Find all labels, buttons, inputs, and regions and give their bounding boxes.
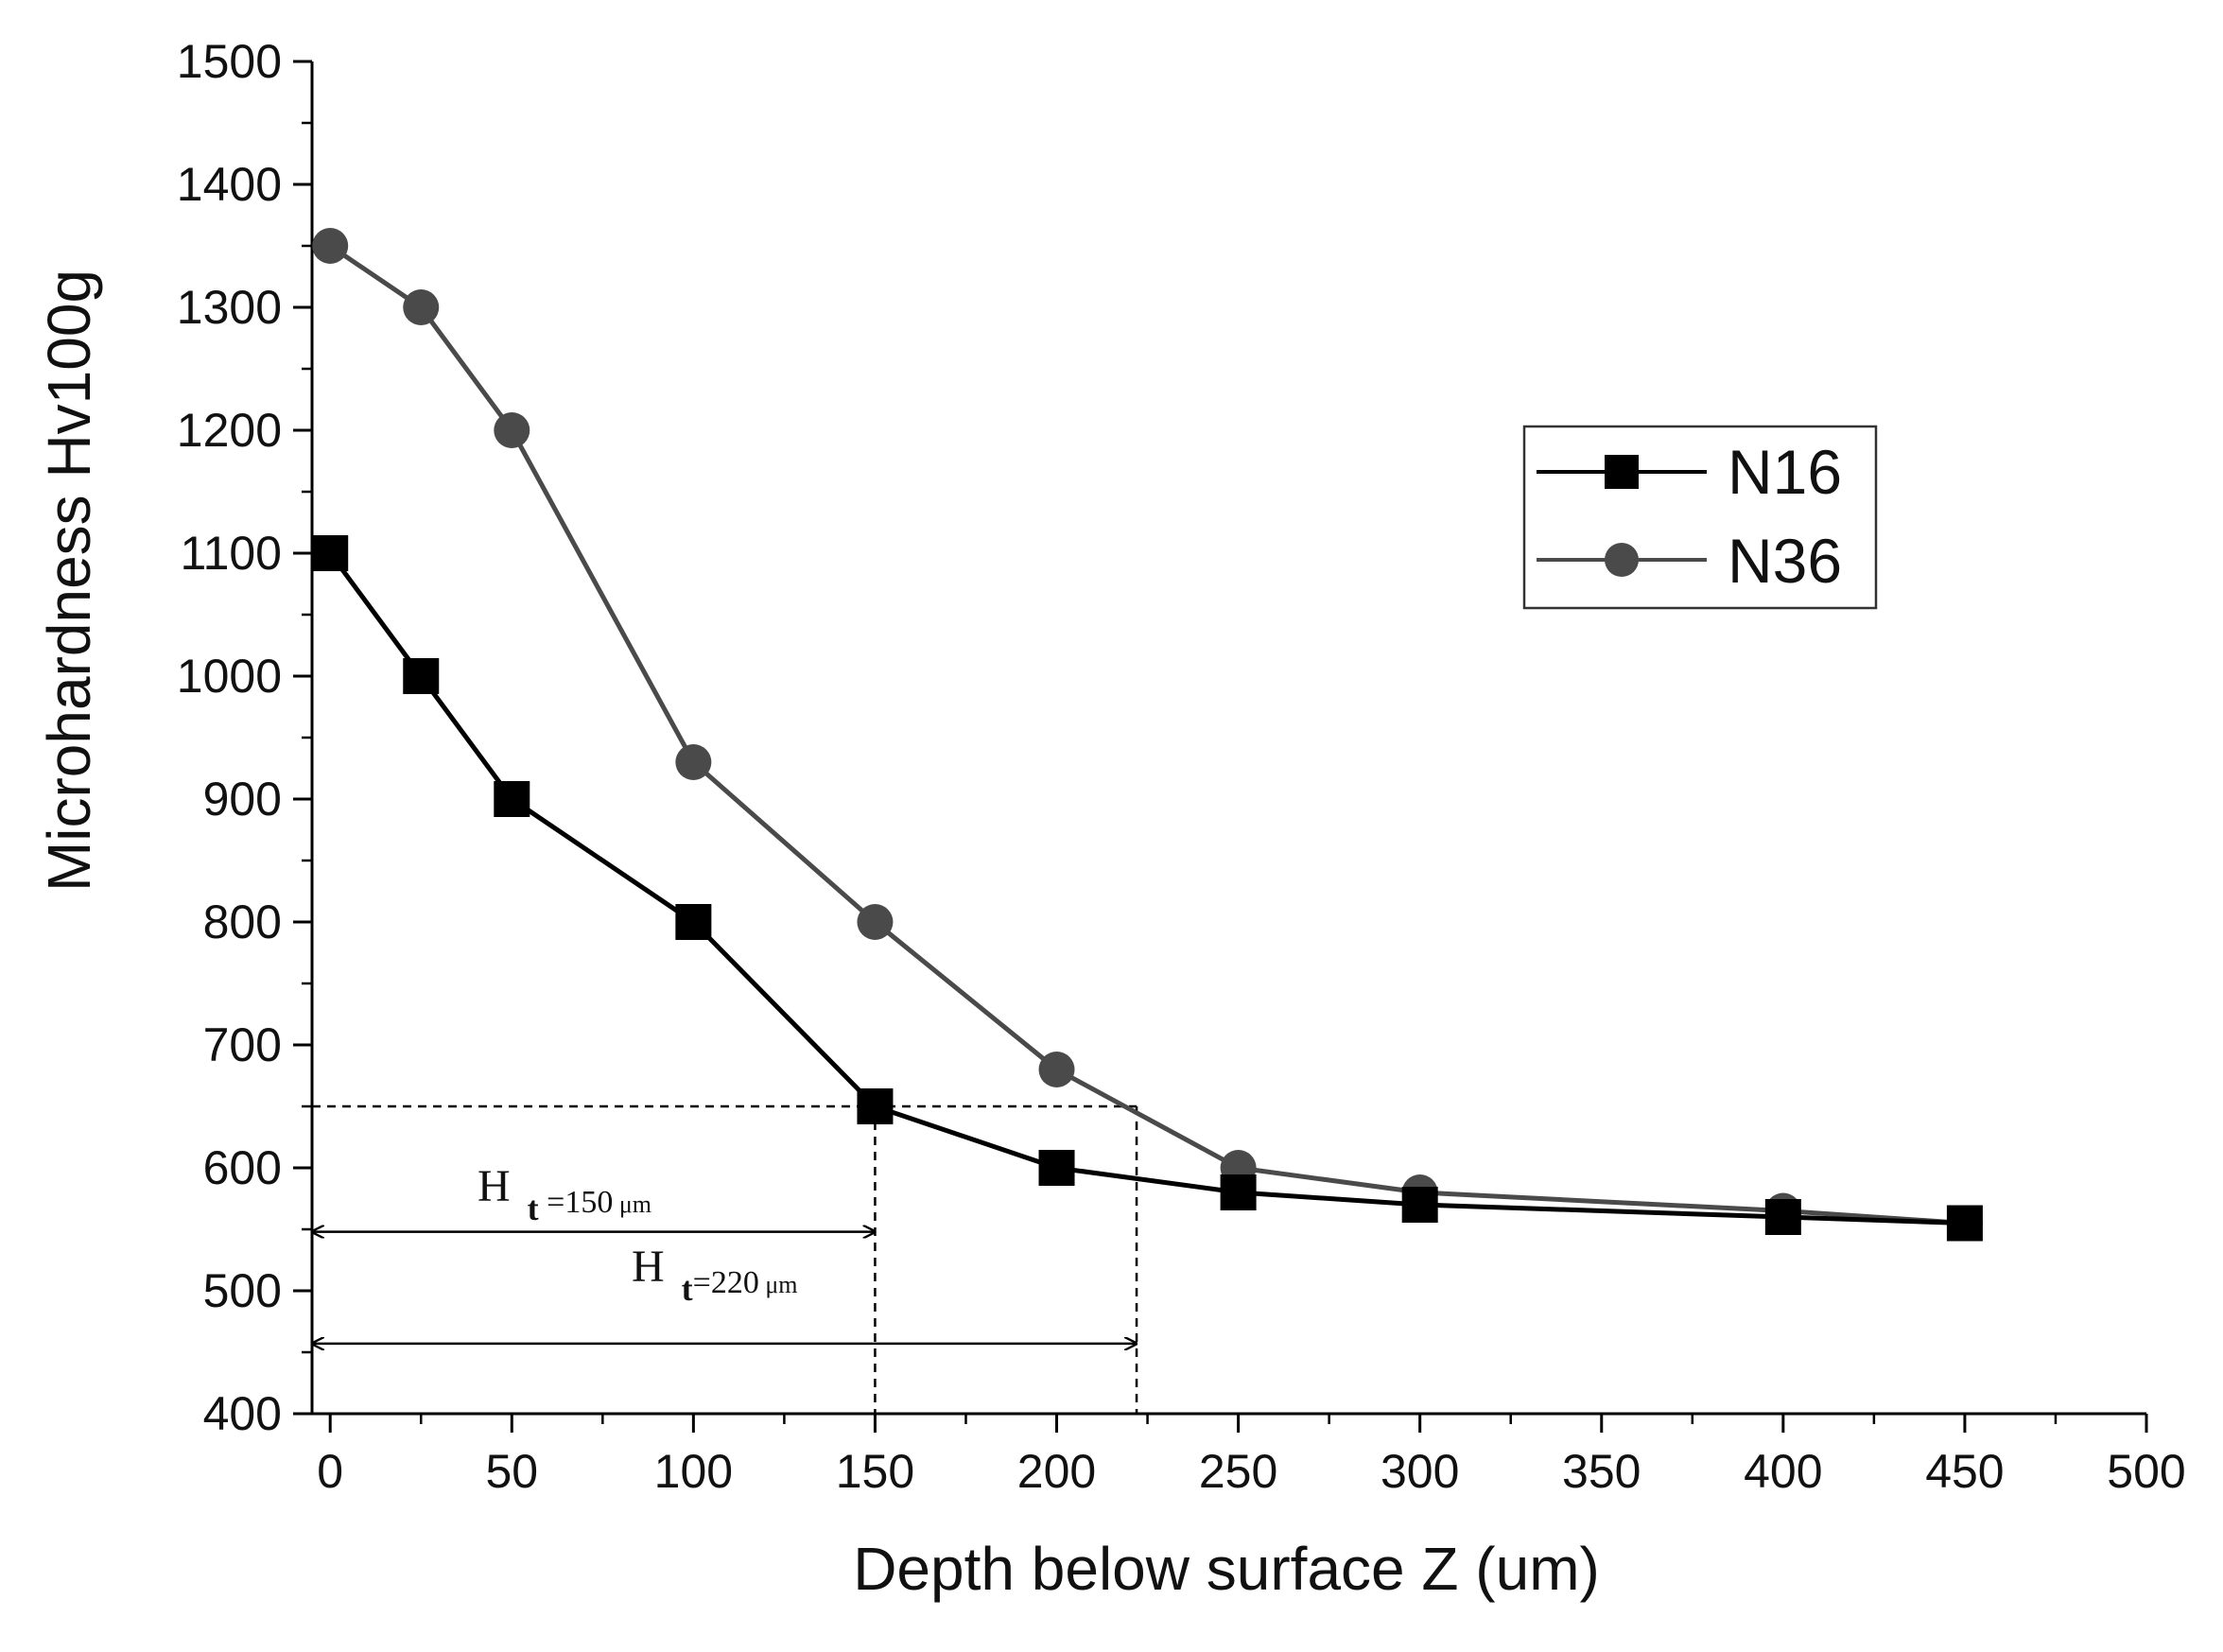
y-axis-label: Microhardness Hv100g bbox=[35, 270, 103, 892]
y-tick-label: 1500 bbox=[177, 35, 282, 88]
axes: 4005006007008009001000110012001300140015… bbox=[177, 35, 2186, 1498]
annotation-part: =220 bbox=[693, 1265, 759, 1300]
y-tick-label: 700 bbox=[203, 1018, 282, 1071]
annotation-part: H bbox=[632, 1242, 665, 1292]
annotation-part: t bbox=[528, 1190, 539, 1227]
series-line-n36 bbox=[328, 243, 1966, 1226]
data-point-n16 bbox=[675, 904, 712, 940]
y-tick-label: 1200 bbox=[177, 404, 282, 457]
legend-marker-n16 bbox=[1605, 455, 1639, 489]
y-tick-label: 500 bbox=[203, 1264, 282, 1317]
data-point-n16 bbox=[1401, 1187, 1438, 1223]
y-tick-label: 900 bbox=[203, 773, 282, 826]
x-tick-label: 400 bbox=[1744, 1445, 1822, 1498]
data-point-n16 bbox=[494, 781, 530, 817]
data-point-n36 bbox=[403, 289, 440, 325]
x-tick-label: 500 bbox=[2107, 1445, 2185, 1498]
data-point-n36 bbox=[312, 228, 349, 264]
annotation-part: t bbox=[682, 1270, 693, 1308]
legend-label-n16: N16 bbox=[1728, 437, 1842, 507]
x-tick-label: 450 bbox=[1925, 1445, 2004, 1498]
y-tick-label: 600 bbox=[203, 1141, 282, 1194]
x-tick-label: 350 bbox=[1562, 1445, 1641, 1498]
y-tick-label: 800 bbox=[203, 896, 282, 948]
y-tick-label: 1400 bbox=[177, 158, 282, 211]
annotation-part: H bbox=[478, 1161, 511, 1211]
x-tick-label: 250 bbox=[1199, 1445, 1277, 1498]
y-tick-label: 1300 bbox=[177, 281, 282, 334]
annotation-part: =150 bbox=[539, 1185, 614, 1220]
data-point-n36 bbox=[1038, 1052, 1075, 1087]
data-point-n36 bbox=[857, 904, 894, 940]
x-axis-label: Depth below surface Z (um) bbox=[853, 1535, 1600, 1603]
annotation-part: μm bbox=[759, 1271, 798, 1298]
data-point-n16 bbox=[1946, 1205, 1983, 1242]
data-point-n36 bbox=[494, 412, 530, 448]
y-tick-label: 1000 bbox=[177, 650, 282, 703]
data-point-n16 bbox=[1764, 1199, 1801, 1235]
x-tick-label: 150 bbox=[836, 1445, 914, 1498]
legend-box bbox=[1522, 425, 1878, 610]
series bbox=[312, 228, 1983, 1242]
y-tick-label: 400 bbox=[203, 1387, 282, 1440]
data-point-n16 bbox=[403, 658, 440, 694]
y-tick-label: 1100 bbox=[180, 527, 282, 580]
data-point-n16 bbox=[312, 535, 349, 571]
x-tick-label: 300 bbox=[1381, 1445, 1459, 1498]
legend: N16 N36 bbox=[1522, 425, 1878, 610]
data-point-n36 bbox=[675, 744, 712, 780]
annotation-part: μm bbox=[613, 1191, 651, 1218]
legend-label-n36: N36 bbox=[1728, 526, 1842, 596]
x-tick-label: 50 bbox=[485, 1445, 538, 1498]
data-point-n16 bbox=[857, 1088, 894, 1124]
data-point-n16 bbox=[1038, 1150, 1075, 1186]
x-tick-label: 100 bbox=[654, 1445, 733, 1498]
legend-marker-n36 bbox=[1605, 543, 1639, 577]
reference-lines bbox=[312, 1104, 1138, 1414]
x-tick-label: 200 bbox=[1017, 1445, 1096, 1498]
data-point-n16 bbox=[1220, 1174, 1257, 1210]
x-tick-label: 0 bbox=[317, 1445, 343, 1498]
series-line-n16 bbox=[328, 551, 1965, 1226]
